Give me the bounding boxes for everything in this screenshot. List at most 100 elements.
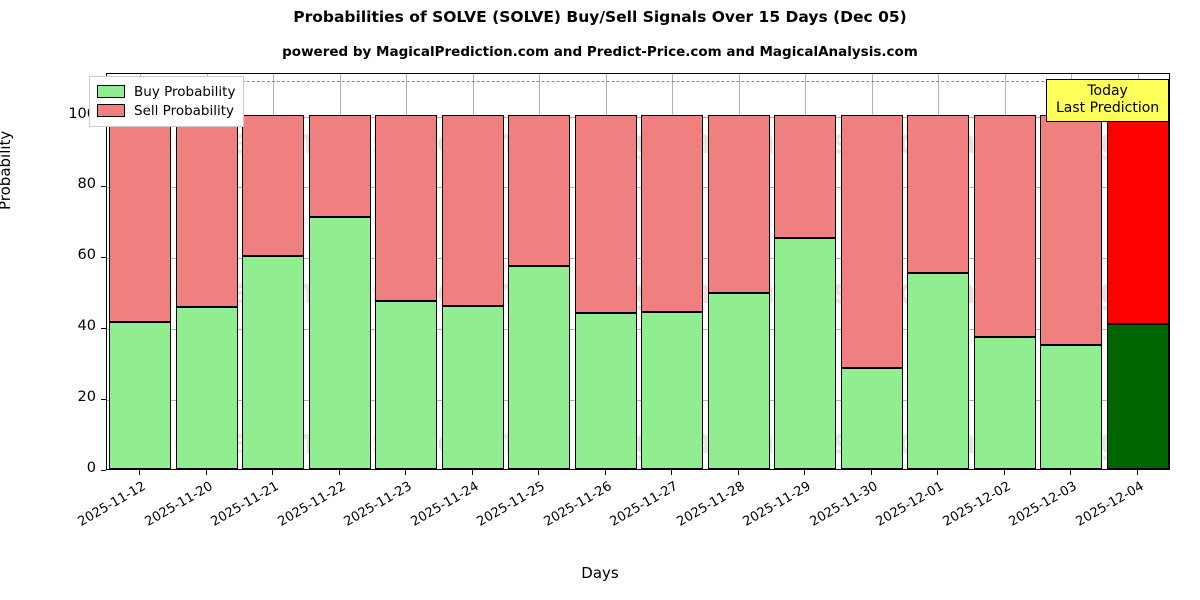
bar-segment-sell[interactable] bbox=[375, 114, 438, 301]
bar-segment-sell[interactable] bbox=[774, 114, 837, 239]
bar-segment-sell[interactable] bbox=[109, 114, 172, 323]
x-tick-mark bbox=[338, 470, 340, 475]
legend-item-buy[interactable]: Buy Probability bbox=[97, 82, 235, 101]
x-tick-mark bbox=[937, 470, 939, 475]
bar-segment-buy[interactable] bbox=[175, 306, 238, 469]
bar-segment-sell[interactable] bbox=[574, 114, 637, 314]
x-tick-label: 2025-11-23 bbox=[341, 479, 415, 530]
bar-group[interactable] bbox=[308, 74, 371, 469]
x-tick-label: 2025-11-24 bbox=[408, 479, 482, 530]
y-tick-label: 80 bbox=[77, 176, 96, 193]
bar-segment-buy[interactable] bbox=[375, 300, 438, 469]
x-tick-mark bbox=[205, 470, 207, 475]
bar-segment-sell[interactable] bbox=[641, 114, 704, 313]
y-tick-mark bbox=[101, 470, 106, 471]
bar-group[interactable] bbox=[109, 74, 172, 469]
x-tick-mark bbox=[405, 470, 407, 475]
x-tick-mark bbox=[139, 470, 141, 475]
y-tick-mark bbox=[101, 399, 106, 401]
bar-group[interactable] bbox=[707, 74, 770, 469]
x-tick-mark bbox=[1136, 470, 1138, 475]
bar-segment-sell[interactable] bbox=[1106, 114, 1169, 324]
x-tick-label: 2025-12-04 bbox=[1073, 479, 1147, 530]
x-tick-mark bbox=[1070, 470, 1072, 475]
y-tick-mark bbox=[101, 186, 106, 188]
bar-segment-buy[interactable] bbox=[1106, 323, 1169, 469]
y-tick-label: 40 bbox=[77, 318, 96, 335]
gridline-y-40 bbox=[107, 329, 1169, 331]
bar-segment-buy[interactable] bbox=[1040, 344, 1103, 469]
gridline-y-60 bbox=[107, 258, 1169, 260]
bar-segment-sell[interactable] bbox=[707, 114, 770, 294]
bar-segment-buy[interactable] bbox=[707, 293, 770, 469]
bar-segment-sell[interactable] bbox=[308, 114, 371, 217]
legend-swatch-icon bbox=[97, 104, 125, 117]
today-annotation-line1: Today bbox=[1087, 83, 1128, 99]
chart-subtitle: powered by MagicalPrediction.com and Pre… bbox=[282, 44, 918, 60]
x-tick-mark bbox=[538, 470, 540, 475]
plot-area: MagicalAnalysis.comMagicalAnalysis.comMa… bbox=[106, 73, 1170, 470]
bar-group[interactable] bbox=[840, 74, 903, 469]
bar-group[interactable] bbox=[242, 74, 305, 469]
bar-group[interactable] bbox=[907, 74, 970, 469]
bar-segment-sell[interactable] bbox=[1040, 114, 1103, 345]
today-annotation-box: Today Last Prediction bbox=[1046, 79, 1170, 122]
bar-segment-buy[interactable] bbox=[109, 322, 172, 469]
legend-label: Sell Probability bbox=[134, 102, 235, 119]
bar-segment-buy[interactable] bbox=[308, 216, 371, 469]
x-tick-label: 2025-12-02 bbox=[940, 479, 1014, 530]
bar-group[interactable] bbox=[1040, 74, 1103, 469]
threshold-dashed-line bbox=[107, 81, 1169, 83]
bar-segment-sell[interactable] bbox=[973, 114, 1036, 338]
x-tick-label: 2025-12-03 bbox=[1006, 479, 1080, 530]
bar-group[interactable] bbox=[641, 74, 704, 469]
y-tick-label: 20 bbox=[77, 389, 96, 406]
gridline-y-80 bbox=[107, 187, 1169, 189]
y-tick-label: 60 bbox=[77, 247, 96, 264]
bar-segment-sell[interactable] bbox=[907, 114, 970, 273]
x-tick-mark bbox=[272, 470, 274, 475]
bar-group[interactable] bbox=[175, 74, 238, 469]
x-tick-label: 2025-11-22 bbox=[275, 479, 349, 530]
x-tick-mark bbox=[804, 470, 806, 475]
x-tick-mark bbox=[1003, 470, 1005, 475]
y-tick-label: 0 bbox=[86, 460, 96, 476]
chart-legend: Buy Probability Sell Probability bbox=[89, 76, 245, 127]
bar-group[interactable] bbox=[508, 74, 571, 469]
y-tick-mark bbox=[101, 328, 106, 330]
bar-group[interactable] bbox=[774, 74, 837, 469]
bar-group[interactable] bbox=[1106, 74, 1169, 469]
x-tick-label: 2025-12-01 bbox=[873, 479, 947, 530]
bar-segment-sell[interactable] bbox=[175, 114, 238, 307]
x-tick-mark bbox=[870, 470, 872, 475]
bar-group[interactable] bbox=[574, 74, 637, 469]
bar-segment-buy[interactable] bbox=[574, 313, 637, 469]
bar-segment-sell[interactable] bbox=[840, 114, 903, 369]
bar-segment-buy[interactable] bbox=[840, 368, 903, 469]
bar-segment-buy[interactable] bbox=[641, 312, 704, 469]
bar-group[interactable] bbox=[375, 74, 438, 469]
bar-segment-buy[interactable] bbox=[441, 305, 504, 469]
x-tick-label: 2025-11-25 bbox=[474, 479, 548, 530]
bar-segment-sell[interactable] bbox=[242, 114, 305, 257]
bar-group[interactable] bbox=[973, 74, 1036, 469]
chart-title: Probabilities of SOLVE (SOLVE) Buy/Sell … bbox=[293, 8, 907, 26]
gridline-y-20 bbox=[107, 400, 1169, 402]
bar-segment-sell[interactable] bbox=[508, 114, 571, 266]
legend-item-sell[interactable]: Sell Probability bbox=[97, 101, 235, 120]
x-axis-title: Days bbox=[581, 564, 619, 582]
bar-segment-buy[interactable] bbox=[508, 265, 571, 469]
x-tick-mark bbox=[737, 470, 739, 475]
bar-segment-sell[interactable] bbox=[441, 114, 504, 306]
legend-swatch-icon bbox=[97, 85, 125, 98]
bar-segment-buy[interactable] bbox=[242, 256, 305, 469]
bar-segment-buy[interactable] bbox=[973, 337, 1036, 469]
x-tick-label: 2025-11-12 bbox=[75, 479, 149, 530]
bar-group[interactable] bbox=[441, 74, 504, 469]
bar-segment-buy[interactable] bbox=[774, 238, 837, 469]
x-tick-label: 2025-11-29 bbox=[740, 479, 814, 530]
x-tick-mark bbox=[471, 470, 473, 475]
bar-segment-buy[interactable] bbox=[907, 272, 970, 469]
x-tick-mark bbox=[671, 470, 673, 475]
